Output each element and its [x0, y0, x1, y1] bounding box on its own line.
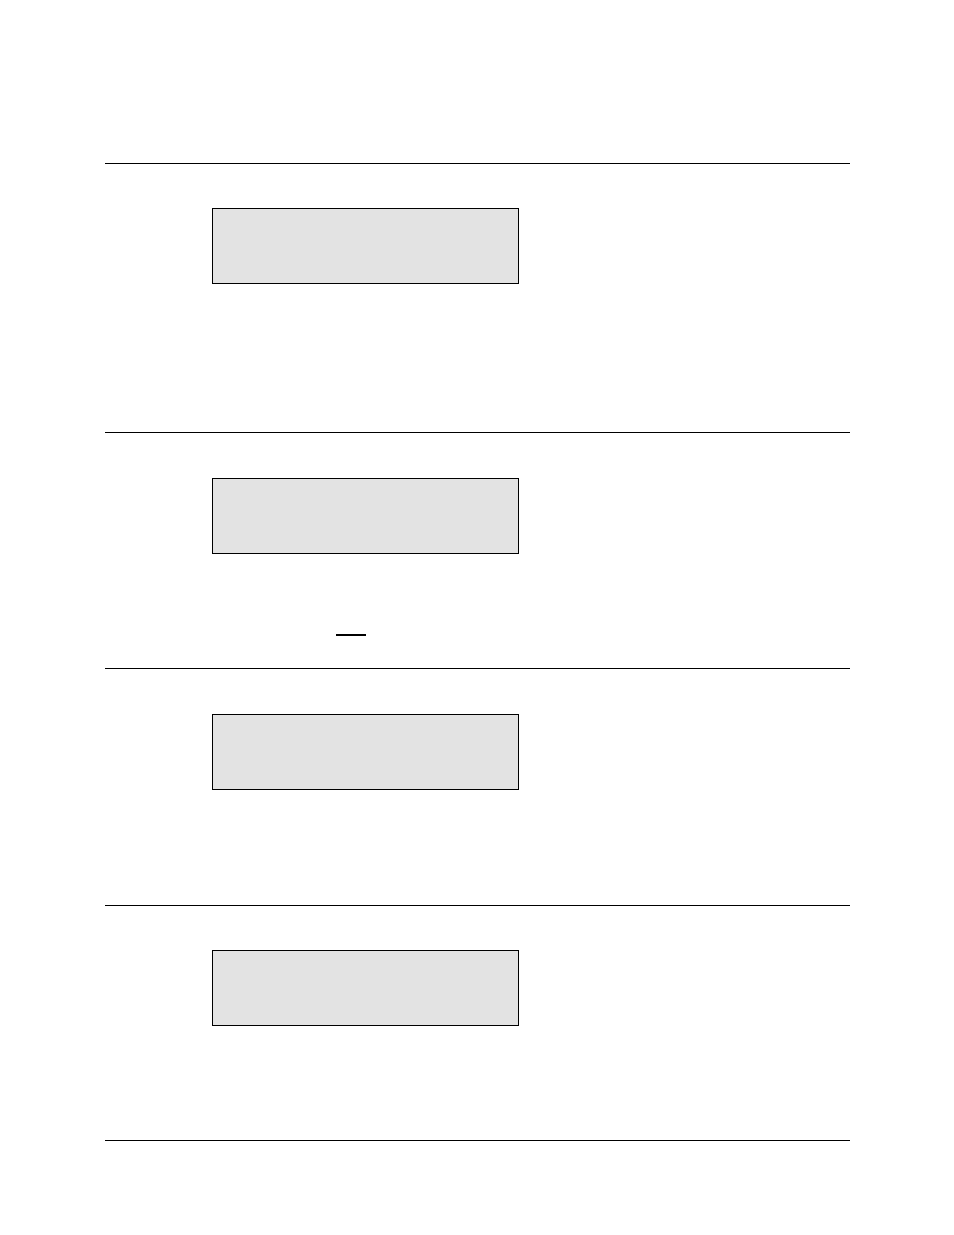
- rule-4: [105, 905, 850, 906]
- rule-3: [105, 668, 850, 669]
- rule-1: [105, 163, 850, 164]
- rule-5: [105, 1140, 850, 1141]
- box-4: [212, 950, 519, 1026]
- rule-2: [105, 432, 850, 433]
- box-2: [212, 478, 519, 554]
- box-3: [212, 714, 519, 790]
- document-page: [0, 0, 954, 1235]
- box-1: [212, 208, 519, 284]
- tick-1: [336, 634, 366, 636]
